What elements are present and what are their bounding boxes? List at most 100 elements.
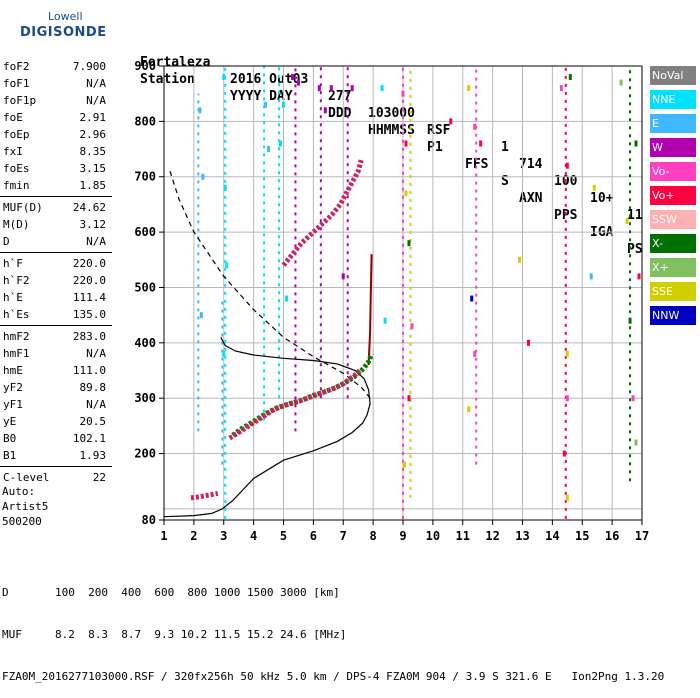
param-value: 220.0 [72,257,106,270]
hdr-label: PPS [554,208,578,223]
y-tick-label: 700 [134,170,156,184]
echo-point [637,273,641,280]
param-value: 102.1 [72,432,106,445]
param-row: B1 1.93 [0,447,112,464]
parameter-panel: foF2 7.900 foF1 N/A foF1p N/A foE 2.91 foEp 2.96 f… [0,58,112,486]
logo-line-2: DIGISONDE [20,25,107,40]
legend-item-e: E [650,114,696,133]
y-tick-label: 800 [134,114,156,128]
param-row: foEs 3.15 [0,160,112,177]
param-separator [0,466,112,467]
echo-point [479,140,483,147]
hdr-label: P1 [427,140,443,155]
param-value: 20.5 [79,415,107,428]
header-labels-row: Station YYYY DAY DDD HHMMSS P1 FFS S AXN… [140,54,643,275]
param-name: foEp [3,128,30,141]
echo-point [401,90,405,97]
x-tick-label: 5 [280,529,287,543]
echo-point [473,123,477,130]
autoscaling-info: Auto: Artist5 500200 [2,484,48,529]
param-row: foEp 2.96 [0,126,112,143]
x-tick-label: 8 [370,529,377,543]
x-tick-label: 13 [515,529,529,543]
param-row: h`F2 220.0 [0,272,112,289]
y-tick-label: 600 [134,225,156,239]
echo-point [380,85,384,92]
echo-point [568,74,572,81]
echo-point [198,107,202,114]
param-row: hmF1 N/A [0,345,112,362]
param-name: h`F [3,257,23,270]
echo-point [467,406,471,413]
polarization-legend: NoVal NNE E W Vo- Vo+ SSW X- X+ SSE NNW [650,66,696,330]
echo-point [350,85,354,92]
legend-item-sse: SSE [650,282,696,301]
param-name: B0 [3,432,17,445]
hdr-label: PS [627,242,643,257]
param-row: foF1 N/A [0,75,112,92]
param-value: N/A [86,94,106,107]
x-tick-label: 12 [485,529,499,543]
param-value: 2.91 [79,111,107,124]
echo-point [628,317,632,324]
x-tick-label: 16 [605,529,619,543]
echo-streaks [197,66,632,519]
param-row: D N/A [0,233,112,250]
param-value: 3.15 [79,162,107,175]
echo-point [518,256,522,263]
auto-version: 500200 [2,515,42,528]
x-tick-label: 6 [310,529,317,543]
param-row: yF1 N/A [0,396,112,413]
param-row: foF2 7.900 [0,58,112,75]
x-tick-label: 9 [399,529,406,543]
echo-point [634,140,638,147]
param-row: C-level 22 [0,469,112,486]
hdr-value: 277 [328,89,352,104]
legend-item-nnw: NNW [650,306,696,325]
echo-point [592,184,596,191]
x-tick-label: 4 [250,529,257,543]
echo-point [282,101,285,108]
echo-point [467,85,471,92]
param-name: MUF(D) [3,201,43,214]
echo-point [562,450,566,457]
ionogram-chart: 1 2 3 4 5 6 7 8 9 10 11 12 13 14 15 16 17802003004005006… [134,59,649,543]
echo-point [284,295,288,302]
profile-curve [367,254,373,366]
legend-item-ssw: SSW [650,210,696,229]
param-name: foF1 [3,77,30,90]
echo-point [407,240,411,247]
echo-point [634,439,638,446]
param-value: 2.96 [79,128,107,141]
x-tick-label: 10 [426,529,440,543]
legend-item-w: W [650,138,696,157]
hdr-label: S [501,174,509,189]
param-row: h`E 111.4 [0,289,112,306]
param-value: 24.62 [72,201,106,214]
param-value: 8.35 [79,145,107,158]
param-name: h`E [3,291,23,304]
echo-trace [190,490,219,501]
legend-item-x-: X+ [650,258,696,277]
param-name: D [3,235,10,248]
x-tick-label: 11 [456,529,470,543]
echo-point [223,184,227,191]
echo-point [329,85,333,92]
echo-point [404,140,408,147]
param-separator [0,196,112,197]
param-name: yE [3,415,17,428]
chart-axes: 1 2 3 4 5 6 7 8 9 10 11 12 13 14 15 16 17802003004005006… [134,59,649,543]
param-value: N/A [86,77,106,90]
param-name: foE [3,111,23,124]
x-tick-label: 2 [190,529,197,543]
param-name: yF2 [3,381,23,394]
param-name: h`F2 [3,274,30,287]
echo-point [625,218,629,225]
muf-row: MUF 8.2 8.3 8.7 9.3 10.2 11.5 15.2 24.6 … [2,628,347,641]
param-row: yF2 89.8 [0,379,112,396]
echo-point [449,118,453,125]
legend-item-vo-: Vo+ [650,186,696,205]
param-row: MUF(D) 24.62 [0,199,112,216]
echo-point [470,295,474,302]
param-name: C-level [3,471,50,484]
